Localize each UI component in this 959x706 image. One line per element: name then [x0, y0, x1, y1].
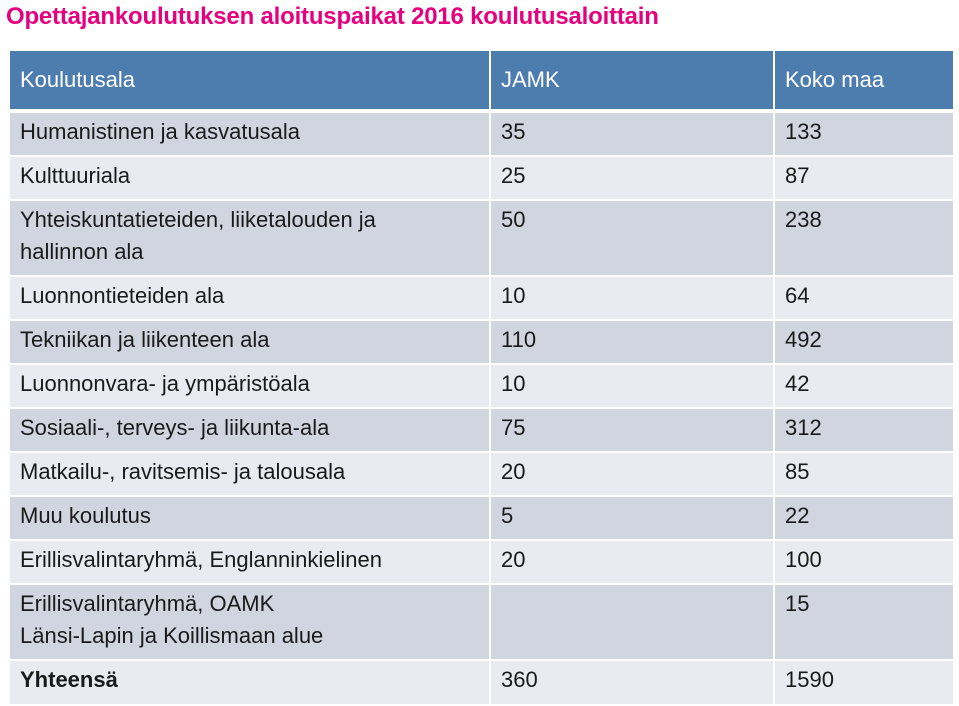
data-table-container: Koulutusala JAMK Koko maa Humanistinen j… — [10, 51, 953, 706]
row-label: Erillisvalintaryhmä, OAMK Länsi-Lapin ja… — [10, 584, 491, 660]
cell-jamk: 20 — [490, 540, 775, 584]
row-label: Sosiaali-, terveys- ja liikunta-ala — [10, 408, 491, 452]
table-row: Luonnontieteiden ala 10 64 — [10, 276, 953, 320]
cell-koko-maa: 492 — [774, 320, 953, 364]
header-jamk: JAMK — [490, 51, 775, 113]
cell-koko-maa: 22 — [774, 496, 953, 540]
table-row: Matkailu-, ravitsemis- ja talousala 20 8… — [10, 452, 953, 496]
cell-koko-maa: 238 — [774, 200, 953, 276]
cell-koko-maa: 64 — [774, 276, 953, 320]
row-label: Erillisvalintaryhmä, Englanninkielinen — [10, 540, 491, 584]
cell-jamk — [490, 584, 775, 660]
cell-jamk-total: 360 — [490, 660, 775, 705]
table-row: Erillisvalintaryhmä, OAMK Länsi-Lapin ja… — [10, 584, 953, 660]
table-header-row: Koulutusala JAMK Koko maa — [10, 51, 953, 113]
table-row: Sosiaali-, terveys- ja liikunta-ala 75 3… — [10, 408, 953, 452]
cell-koko-maa-total: 1590 — [774, 660, 953, 705]
cell-koko-maa: 85 — [774, 452, 953, 496]
cell-jamk: 20 — [490, 452, 775, 496]
row-label: Kulttuuriala — [10, 156, 491, 200]
cell-koko-maa: 100 — [774, 540, 953, 584]
row-label: Luonnontieteiden ala — [10, 276, 491, 320]
table-row: Tekniikan ja liikenteen ala 110 492 — [10, 320, 953, 364]
row-label: Yhteiskuntatieteiden, liiketalouden ja h… — [10, 200, 491, 276]
page-title: Opettajankoulutuksen aloituspaikat 2016 … — [6, 3, 659, 30]
header-koko-maa: Koko maa — [774, 51, 953, 113]
cell-jamk: 25 — [490, 156, 775, 200]
row-label-total: Yhteensä — [10, 660, 491, 705]
table-row: Kulttuuriala 25 87 — [10, 156, 953, 200]
table-row: Humanistinen ja kasvatusala 35 133 — [10, 111, 953, 156]
row-label: Luonnonvara- ja ympäristöala — [10, 364, 491, 408]
table-row: Muu koulutus 5 22 — [10, 496, 953, 540]
row-label: Humanistinen ja kasvatusala — [10, 111, 491, 156]
cell-koko-maa: 15 — [774, 584, 953, 660]
table-row-total: Yhteensä 360 1590 — [10, 660, 953, 705]
table-row: Yhteiskuntatieteiden, liiketalouden ja h… — [10, 200, 953, 276]
data-table: Koulutusala JAMK Koko maa Humanistinen j… — [10, 51, 953, 706]
cell-koko-maa: 42 — [774, 364, 953, 408]
cell-koko-maa: 133 — [774, 111, 953, 156]
cell-jamk: 35 — [490, 111, 775, 156]
cell-jamk: 10 — [490, 276, 775, 320]
cell-jamk: 75 — [490, 408, 775, 452]
cell-jamk: 110 — [490, 320, 775, 364]
row-label: Tekniikan ja liikenteen ala — [10, 320, 491, 364]
table-row: Erillisvalintaryhmä, Englanninkielinen 2… — [10, 540, 953, 584]
row-label: Matkailu-, ravitsemis- ja talousala — [10, 452, 491, 496]
cell-koko-maa: 87 — [774, 156, 953, 200]
header-koulutusala: Koulutusala — [10, 51, 491, 113]
row-label: Muu koulutus — [10, 496, 491, 540]
cell-jamk: 5 — [490, 496, 775, 540]
table-row: Luonnonvara- ja ympäristöala 10 42 — [10, 364, 953, 408]
cell-koko-maa: 312 — [774, 408, 953, 452]
cell-jamk: 10 — [490, 364, 775, 408]
cell-jamk: 50 — [490, 200, 775, 276]
